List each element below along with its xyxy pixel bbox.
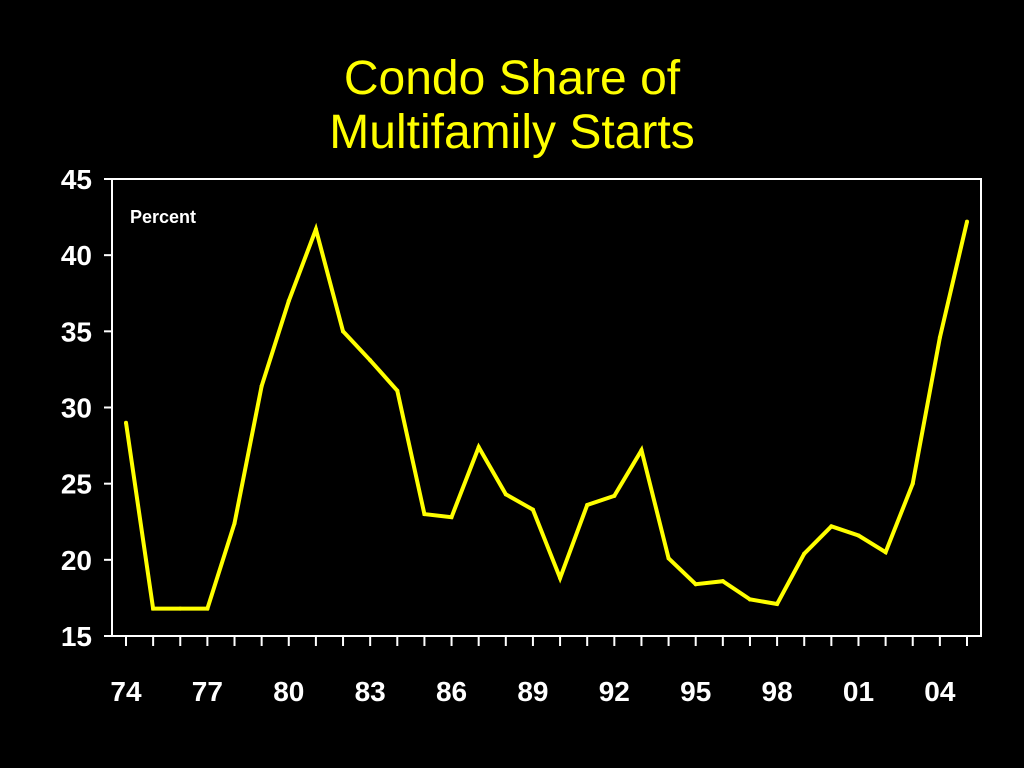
data-point xyxy=(829,524,834,529)
x-tick-label: 04 xyxy=(924,676,956,707)
y-axis: 15 20 25 30 35 40 45 xyxy=(61,164,112,652)
data-point xyxy=(965,219,969,224)
y-tick-label: 20 xyxy=(61,545,92,576)
data-point xyxy=(449,515,454,520)
data-point xyxy=(530,507,535,512)
data-point xyxy=(368,358,373,363)
y-tick-label: 25 xyxy=(61,469,92,500)
x-axis: 74 77 80 83 86 89 92 95 98 01 04 xyxy=(110,636,968,707)
x-tick-label: 01 xyxy=(843,676,874,707)
data-point xyxy=(747,597,752,602)
data-point xyxy=(802,551,807,556)
data-point xyxy=(883,550,888,555)
series-line xyxy=(124,221,969,611)
data-point xyxy=(612,493,617,498)
chart-title-line-2: Multifamily Starts xyxy=(329,106,695,159)
y-tick-label: 30 xyxy=(61,393,92,424)
data-point xyxy=(693,582,698,587)
chart-title-line-1: Condo Share of xyxy=(343,52,681,105)
x-tick-label: 77 xyxy=(192,676,223,707)
y-tick-label: 45 xyxy=(61,164,92,195)
x-tick-label: 74 xyxy=(110,676,142,707)
data-point xyxy=(232,521,237,526)
data-point xyxy=(476,445,481,450)
x-tick-label: 89 xyxy=(517,676,548,707)
data-point xyxy=(639,448,644,453)
data-points xyxy=(124,219,969,611)
data-point xyxy=(422,512,427,517)
data-point xyxy=(124,420,128,425)
data-point xyxy=(856,533,861,538)
data-point xyxy=(151,606,156,611)
plot-frame xyxy=(111,178,982,637)
x-tick-label: 86 xyxy=(436,676,467,707)
data-point xyxy=(286,298,291,303)
data-point xyxy=(205,606,210,611)
data-point xyxy=(259,384,264,389)
y-tick-label: 40 xyxy=(61,240,92,271)
x-tick-label: 80 xyxy=(273,676,304,707)
data-point xyxy=(775,602,780,607)
data-point xyxy=(558,576,563,581)
data-point xyxy=(720,579,725,584)
y-tick-label: 35 xyxy=(61,316,92,347)
chart-title: Condo Share of Multifamily Starts xyxy=(0,52,1024,160)
x-tick-label: 83 xyxy=(355,676,386,707)
data-point xyxy=(313,227,318,232)
data-point xyxy=(666,556,671,561)
y-tick-label: 15 xyxy=(61,621,92,652)
data-point xyxy=(937,335,942,340)
data-point xyxy=(178,606,183,611)
data-point xyxy=(503,492,508,497)
x-tick-label: 98 xyxy=(762,676,793,707)
data-point xyxy=(341,329,346,334)
unit-label: Percent xyxy=(130,207,196,227)
x-tick-label: 92 xyxy=(599,676,630,707)
data-point xyxy=(395,388,400,393)
data-point xyxy=(585,502,590,507)
data-point xyxy=(910,481,915,486)
x-tick-label: 95 xyxy=(680,676,711,707)
